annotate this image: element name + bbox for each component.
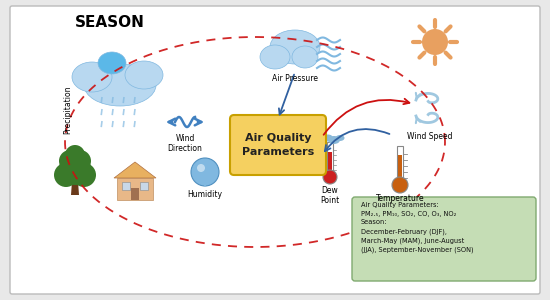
Text: Air Pressure: Air Pressure (272, 74, 318, 83)
Circle shape (197, 164, 205, 172)
Circle shape (59, 150, 81, 172)
Circle shape (317, 157, 324, 164)
Ellipse shape (98, 52, 126, 74)
Circle shape (69, 150, 91, 172)
Polygon shape (398, 155, 402, 182)
Circle shape (72, 163, 96, 187)
Text: SEASON: SEASON (75, 15, 145, 30)
Polygon shape (328, 152, 332, 174)
Polygon shape (122, 182, 130, 190)
Polygon shape (327, 142, 333, 174)
Circle shape (191, 158, 219, 186)
Polygon shape (195, 172, 215, 187)
Polygon shape (397, 146, 403, 182)
Polygon shape (117, 178, 153, 200)
Circle shape (323, 170, 337, 184)
Text: Temperature: Temperature (376, 194, 424, 203)
Ellipse shape (328, 136, 340, 144)
Ellipse shape (125, 61, 163, 89)
Ellipse shape (84, 64, 156, 106)
Polygon shape (71, 181, 79, 195)
Polygon shape (140, 182, 148, 190)
Text: Wind
Direction: Wind Direction (168, 134, 202, 153)
Circle shape (65, 145, 85, 165)
Ellipse shape (323, 134, 333, 142)
Ellipse shape (260, 45, 290, 69)
FancyBboxPatch shape (352, 197, 536, 281)
Circle shape (318, 140, 326, 148)
FancyBboxPatch shape (10, 6, 540, 294)
Ellipse shape (270, 30, 320, 64)
Text: Humidity: Humidity (188, 190, 223, 199)
Circle shape (422, 29, 448, 55)
FancyBboxPatch shape (230, 115, 326, 175)
Ellipse shape (292, 46, 318, 68)
Circle shape (59, 153, 91, 185)
Polygon shape (131, 188, 139, 200)
Polygon shape (114, 162, 156, 178)
Ellipse shape (336, 135, 344, 141)
Text: Wind Speed: Wind Speed (407, 132, 453, 141)
Circle shape (54, 163, 78, 187)
Text: Air Quality Parameters:
PM₂.₅, PM₁₀, SO₂, CO, O₃, NO₂
Season:
December-February : Air Quality Parameters: PM₂.₅, PM₁₀, SO₂… (361, 202, 474, 253)
Text: Precipitation: Precipitation (63, 86, 73, 134)
Text: Air Quality
Parameters: Air Quality Parameters (242, 134, 314, 157)
Circle shape (316, 148, 323, 155)
Ellipse shape (72, 62, 112, 92)
Text: Dew
Point: Dew Point (320, 186, 340, 206)
Circle shape (392, 177, 408, 193)
